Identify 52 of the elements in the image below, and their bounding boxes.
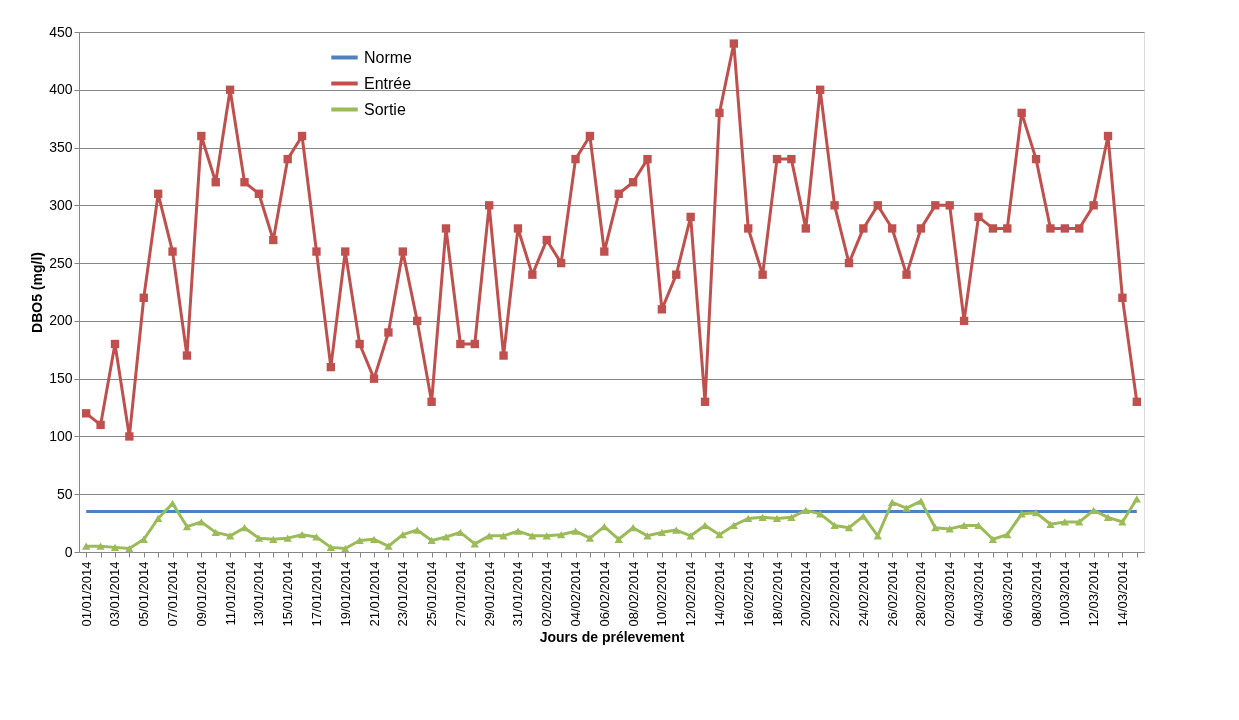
x-tick-label: 27/01/2014 [452,561,468,627]
x-tick-label: 06/02/2014 [596,561,612,627]
x-tick-label: 12/03/2014 [1086,561,1102,627]
y-tick-label: 250 [49,254,73,271]
x-tick-label: 22/02/2014 [827,561,843,627]
x-tick-label: 24/02/2014 [855,561,871,627]
x-tick-label: 15/01/2014 [280,561,296,627]
x-tick-label: 09/01/2014 [193,561,209,627]
x-tick-label: 31/01/2014 [510,561,526,627]
x-tick-label: 20/02/2014 [798,561,814,627]
x-axis-title: Jours de prélevement [539,628,685,645]
y-tick-label: 350 [49,139,73,156]
x-tick-label: 16/02/2014 [740,561,756,627]
x-tick-label: 10/02/2014 [654,561,670,627]
x-tick-label: 12/02/2014 [683,561,699,627]
x-tick-label: 08/03/2014 [1028,561,1044,627]
x-tick-label: 29/01/2014 [481,561,497,627]
y-tick-label: 0 [64,543,73,560]
x-tick-label: 05/01/2014 [136,561,152,627]
x-tick-label: 04/03/2014 [970,561,986,627]
x-tick-label: 28/02/2014 [913,561,929,627]
x-tick-label: 19/01/2014 [337,561,353,627]
y-tick-label: 300 [49,196,73,213]
x-tick-label: 21/01/2014 [366,561,382,627]
x-tick-label: 14/02/2014 [711,561,727,627]
x-tick-label: 13/01/2014 [251,561,267,627]
y-axis-title: DBO5 (mg/l) [29,252,46,333]
x-tick-label: 23/01/2014 [395,561,411,627]
x-tick-label: 07/01/2014 [165,561,181,627]
x-tick-label: 03/01/2014 [107,561,123,627]
x-tick-label: 25/01/2014 [424,561,440,627]
x-tick-label: 02/03/2014 [942,561,958,627]
x-tick-label: 17/01/2014 [308,561,324,627]
y-tick-label: 200 [49,312,73,329]
y-tick-label: 450 [49,23,73,40]
y-tick-label: 150 [49,370,73,387]
x-tick-label: 10/03/2014 [1057,561,1073,627]
x-tick-label: 18/02/2014 [769,561,785,627]
legend-label: Entrée [364,74,412,92]
x-tick-label: 26/02/2014 [884,561,900,627]
x-tick-label: 01/01/2014 [78,561,94,627]
x-tick-label: 08/02/2014 [625,561,641,627]
x-tick-label: 14/03/2014 [1114,561,1130,627]
y-tick-label: 50 [56,485,73,502]
x-tick-label: 11/01/2014 [222,561,238,626]
x-tick-label: 02/02/2014 [539,561,555,627]
y-tick-label: 100 [49,427,73,444]
x-tick-label: 06/03/2014 [999,561,1015,627]
legend-label: Sortie [364,100,406,118]
x-tick-label: 04/02/2014 [568,561,584,627]
legend-label: Norme [364,48,413,66]
y-tick-label: 400 [49,81,73,98]
